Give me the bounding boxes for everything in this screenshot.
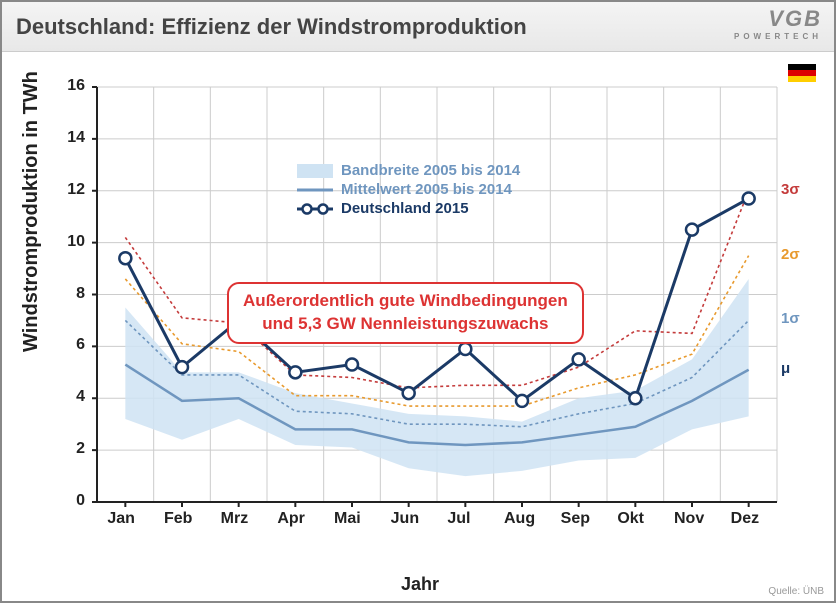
x-tick-label: Mai xyxy=(334,510,361,528)
logo-main: VGB xyxy=(734,6,822,32)
x-tick-label: Aug xyxy=(504,510,535,528)
logo-sub: POWERTECH xyxy=(734,32,822,41)
legend-label: Mittelwert 2005 bis 2014 xyxy=(341,181,512,198)
x-tick-label: Okt xyxy=(617,510,644,528)
y-axis-label: Windstromproduktion in TWh xyxy=(20,71,43,352)
app-window: Deutschland: Effizienz der Windstromprod… xyxy=(0,0,836,603)
page-title: Deutschland: Effizienz der Windstromprod… xyxy=(16,14,527,40)
x-axis-label: Jahr xyxy=(401,574,439,595)
y-tick-label: 6 xyxy=(76,336,85,354)
annotation-line2: und 5,3 GW Nennleistungszuwachs xyxy=(243,313,568,336)
y-tick-label: 0 xyxy=(76,492,85,510)
sigma-label: μ xyxy=(781,360,790,377)
legend-swatch xyxy=(297,164,333,178)
x-tick-label: Jun xyxy=(391,510,419,528)
x-tick-label: Apr xyxy=(277,510,305,528)
sigma-label: 3σ xyxy=(781,181,800,198)
annotation-callout: Außerordentlich gute Windbedingungen und… xyxy=(227,282,584,344)
legend-label: Bandbreite 2005 bis 2014 xyxy=(341,162,520,179)
chart-area: Windstromproduktion in TWh Bandbreite 20… xyxy=(2,52,836,605)
header-bar: Deutschland: Effizienz der Windstromprod… xyxy=(2,2,834,52)
x-tick-label: Nov xyxy=(674,510,704,528)
legend-row: Mittelwert 2005 bis 2014 xyxy=(297,181,520,198)
y-tick-label: 4 xyxy=(76,388,85,406)
y-tick-label: 2 xyxy=(76,440,85,458)
x-tick-label: Jan xyxy=(107,510,135,528)
legend-swatch xyxy=(297,202,333,216)
x-tick-label: Dez xyxy=(731,510,759,528)
y-tick-label: 16 xyxy=(67,77,85,95)
x-tick-label: Sep xyxy=(561,510,590,528)
legend-label: Deutschland 2015 xyxy=(341,200,469,217)
legend-swatch xyxy=(297,183,333,197)
x-tick-label: Feb xyxy=(164,510,192,528)
x-tick-label: Jul xyxy=(447,510,470,528)
source-attribution: Quelle: ÜNB xyxy=(768,586,824,597)
x-tick-label: Mrz xyxy=(221,510,249,528)
annotation-line1: Außerordentlich gute Windbedingungen xyxy=(243,290,568,313)
legend-row: Bandbreite 2005 bis 2014 xyxy=(297,162,520,179)
sigma-label: 2σ xyxy=(781,246,800,263)
y-tick-label: 12 xyxy=(67,181,85,199)
vgb-logo: VGB POWERTECH xyxy=(734,6,822,41)
chart-legend: Bandbreite 2005 bis 2014 Mittelwert 2005 … xyxy=(297,162,520,219)
y-tick-label: 14 xyxy=(67,129,85,147)
legend-row: Deutschland 2015 xyxy=(297,200,520,217)
y-tick-label: 10 xyxy=(67,233,85,251)
sigma-label: 1σ xyxy=(781,310,800,327)
y-tick-label: 8 xyxy=(76,285,85,303)
